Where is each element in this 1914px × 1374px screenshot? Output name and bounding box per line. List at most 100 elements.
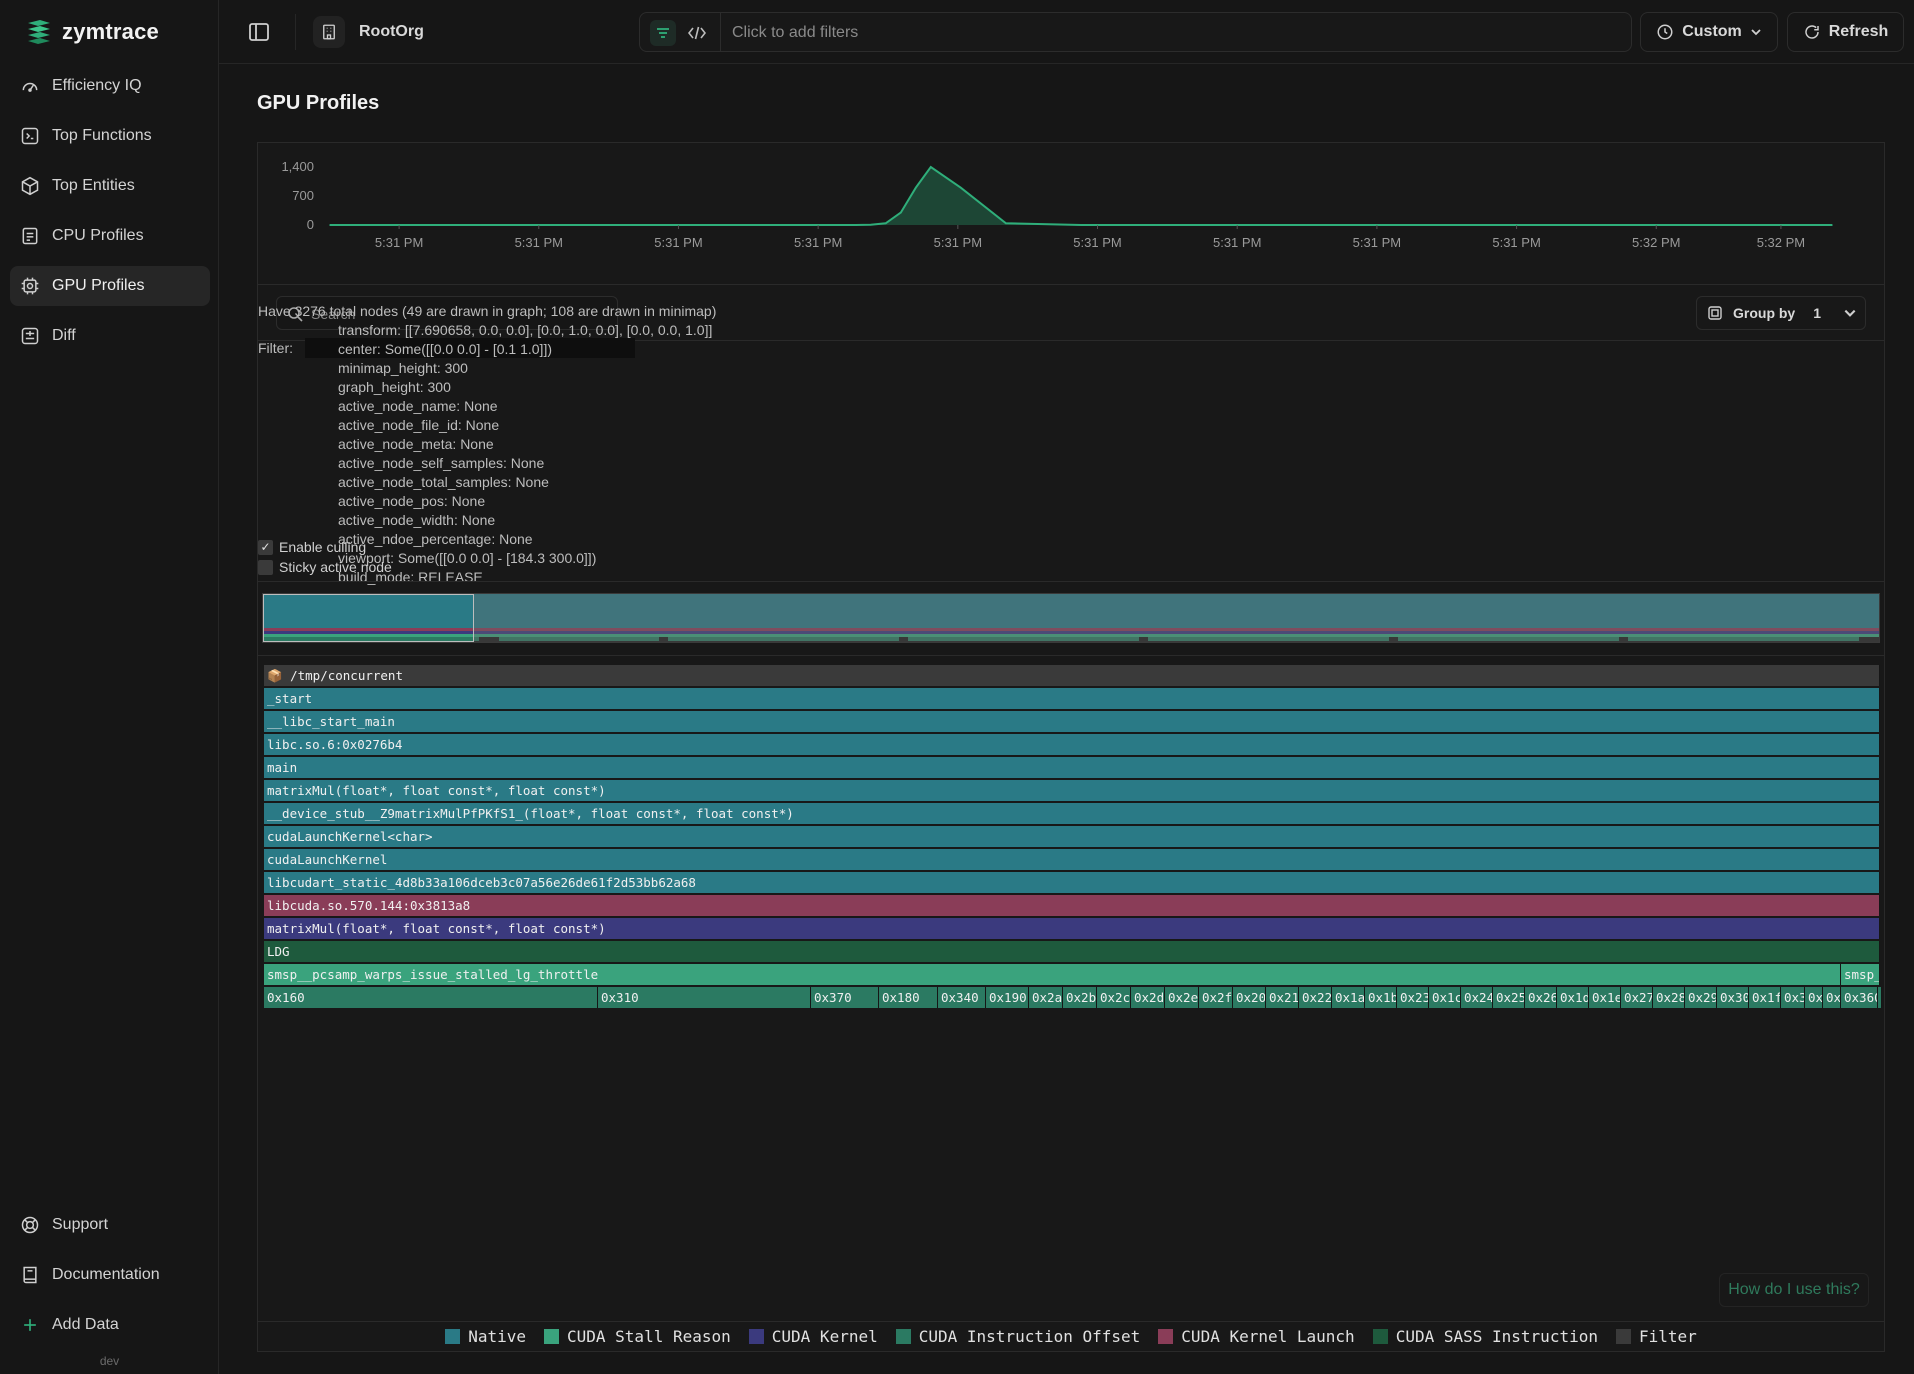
legend-item-cuda-sass-instruction[interactable]: CUDA SASS Instruction (1372, 1327, 1598, 1346)
flamegraph-frame-label: smsp__pcsamp_warps_issue_stalled (1844, 967, 1879, 982)
legend-item-cuda-kernel[interactable]: CUDA Kernel (748, 1327, 878, 1346)
flamegraph-frame[interactable]: 0x (1878, 987, 1882, 1008)
debug-state-line: active_node_file_id: None (338, 417, 500, 433)
legend-item-filter[interactable]: Filter (1615, 1327, 1697, 1346)
flamegraph-frame[interactable]: 0x240 (1461, 987, 1493, 1008)
flamegraph-row: smsp__pcsamp_warps_issue_stalled_lg_thro… (264, 964, 1880, 985)
flamegraph-frame[interactable]: cudaLaunchKernel (264, 849, 1880, 870)
sidebar-item-top-entities[interactable]: Top Entities (10, 166, 210, 206)
data-point (854, 224, 857, 226)
flamegraph-frame[interactable]: 0x180 (879, 987, 938, 1008)
flamegraph-frame[interactable]: libc.so.6:0x0276b4 (264, 734, 1880, 755)
flamegraph-frame[interactable]: 0x310 (598, 987, 811, 1008)
node-summary: Have 3276 total nodes (49 are drawn in g… (258, 303, 717, 319)
flamegraph-frame[interactable]: matrixMul(float*, float const*, float co… (264, 918, 1880, 939)
sidebar-toggle-button[interactable] (247, 20, 271, 44)
help-link[interactable]: How do I use this? (1719, 1273, 1869, 1307)
time-range-label: Custom (1682, 23, 1742, 40)
time-range-button[interactable]: Custom (1640, 12, 1778, 52)
minimap-divider (258, 581, 1884, 582)
sidebar-item-efficiency-iq[interactable]: Efficiency IQ (10, 66, 210, 106)
group-by-select[interactable]: Group by 1 (1696, 296, 1866, 330)
flamegraph-frame[interactable]: libcuda.so.570.144:0x3813a8 (264, 895, 1880, 916)
flamegraph-frame[interactable]: matrixMul(float*, float const*, float co… (264, 780, 1880, 801)
flamegraph-frame[interactable]: libcudart_static_4d8b33a106dceb3c07a56e2… (264, 872, 1880, 893)
build-tag: dev (99, 1354, 120, 1368)
flamegraph-frame[interactable]: 0x320 (1781, 987, 1805, 1008)
flamegraph-frame[interactable]: 0x300 (1717, 987, 1749, 1008)
filter-input[interactable] (732, 21, 1612, 45)
sticky-node-checkbox[interactable] (258, 559, 273, 575)
legend-item-cuda-instruction-offset[interactable]: CUDA Instruction Offset (895, 1327, 1140, 1346)
flamegraph-frame[interactable]: 0x160 (264, 987, 598, 1008)
flamegraph-frame[interactable]: 0x330 (1805, 987, 1823, 1008)
flamegraph-frame[interactable]: 0x230 (1397, 987, 1429, 1008)
flamegraph-frame[interactable]: cudaLaunchKernel<char> (264, 826, 1880, 847)
enable-culling-checkbox[interactable]: ✓ (258, 539, 273, 555)
sticky-node-toggle[interactable]: Sticky active node (258, 559, 392, 575)
sidebar-item-diff[interactable]: Diff (10, 316, 210, 356)
flamegraph-frame[interactable]: 0x190 (986, 987, 1029, 1008)
sidebar-bottom-item-add-data[interactable]: Add Data (10, 1305, 210, 1345)
flamegraph-frame[interactable]: 0x1f0 (1749, 987, 1781, 1008)
flamegraph-frame[interactable]: 0x370 (811, 987, 879, 1008)
flamegraph-minimap[interactable] (262, 593, 1880, 643)
legend-item-cuda-stall-reason[interactable]: CUDA Stall Reason (544, 1327, 731, 1346)
flamegraph-frame[interactable]: 📦 /tmp/concurrent (264, 665, 1880, 686)
flamegraph-frame[interactable]: _start (264, 688, 1880, 709)
flamegraph-frame[interactable]: 0x1b0 (1365, 987, 1397, 1008)
flamegraph-frame[interactable]: __device_stub__Z9matrixMulPfPKfS1_(float… (264, 803, 1880, 824)
refresh-button[interactable]: Refresh (1787, 12, 1904, 52)
flamegraph-frame[interactable]: smsp__pcsamp_warps_issue_stalled_lg_thro… (264, 964, 1841, 985)
sidebar-item-gpu-profiles[interactable]: GPU Profiles (10, 266, 210, 306)
flamegraph-frame[interactable]: 0x270 (1621, 987, 1653, 1008)
clock-icon (1657, 24, 1673, 40)
flamegraph-frame[interactable]: 0x280 (1653, 987, 1685, 1008)
flamegraph-frame-label: 0x360 (1844, 990, 1878, 1005)
flamegraph-frame[interactable]: 0x340 (938, 987, 986, 1008)
data-point (1080, 224, 1082, 226)
flamegraph-frame[interactable]: main (264, 757, 1880, 778)
filter-mode-button[interactable] (650, 20, 676, 46)
flamegraph-frame[interactable]: 0x1e0 (1589, 987, 1621, 1008)
flamegraph-frame[interactable]: 0x1c0 (1429, 987, 1461, 1008)
sidebar-bottom-item-documentation[interactable]: Documentation (10, 1255, 210, 1295)
flamegraph-row: matrixMul(float*, float const*, float co… (264, 918, 1880, 939)
flamegraph-frame[interactable]: 0x290 (1685, 987, 1717, 1008)
debug-filter-input[interactable] (305, 338, 635, 358)
sidebar-item-top-functions[interactable]: Top Functions (10, 116, 210, 156)
flamegraph-frame[interactable]: __libc_start_main (264, 711, 1880, 732)
flamegraph-frame[interactable]: 0x350 (1823, 987, 1841, 1008)
legend-item-cuda-kernel-launch[interactable]: CUDA Kernel Launch (1158, 1327, 1355, 1346)
flamegraph-frame[interactable]: 0x260 (1525, 987, 1557, 1008)
flamegraph-frame[interactable]: 0x360 (1841, 987, 1878, 1008)
data-point (704, 224, 707, 226)
enable-culling-toggle[interactable]: ✓ Enable culling (258, 539, 366, 555)
app-logo[interactable]: zymtrace (24, 16, 159, 48)
legend-item-native[interactable]: Native (445, 1327, 526, 1346)
data-point (1530, 224, 1533, 226)
flamegraph-frame[interactable]: 0x250 (1493, 987, 1525, 1008)
sidebar-item-cpu-profiles[interactable]: CPU Profiles (10, 216, 210, 256)
search-input[interactable] (311, 304, 611, 324)
flamegraph-frame[interactable]: LDG (264, 941, 1880, 962)
sidebar-bottom-item-support[interactable]: Support (10, 1205, 210, 1245)
flamegraph-frame[interactable]: smsp__pcsamp_warps_issue_stalled (1841, 964, 1880, 985)
code-mode-button[interactable] (684, 20, 710, 46)
flamegraph-row: 📦 /tmp/concurrent (264, 665, 1880, 686)
org-selector[interactable]: RootOrg (313, 16, 424, 48)
sidebar: zymtrace Efficiency IQ Top Functions Top E… (0, 0, 219, 1374)
flamegraph-frame[interactable]: 0x1d0 (1557, 987, 1589, 1008)
